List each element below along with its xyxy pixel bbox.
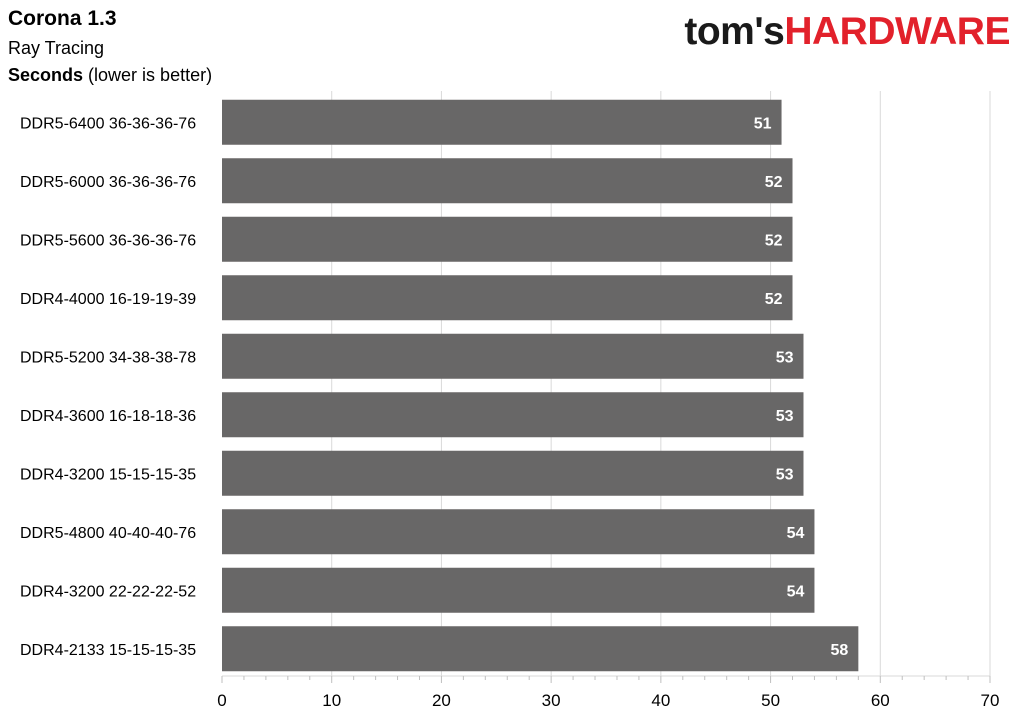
category-label: DDR4-2133 15-15-15-35 xyxy=(20,642,196,659)
brand-logo-part1: tom's xyxy=(684,10,785,53)
chart-subtitle: Ray Tracing xyxy=(8,38,105,58)
bar xyxy=(222,450,804,496)
bar xyxy=(222,99,782,145)
category-label: DDR4-4000 16-19-19-39 xyxy=(20,291,196,308)
category-label: DDR5-5200 34-38-38-78 xyxy=(20,349,196,366)
brand-logo-part2: HARDWARE xyxy=(784,10,1010,53)
bar xyxy=(222,275,793,321)
category-label: DDR5-6000 36-36-36-76 xyxy=(20,174,196,191)
category-label: DDR5-6400 36-36-36-76 xyxy=(20,115,196,132)
category-label: DDR5-5600 36-36-36-76 xyxy=(20,232,196,249)
bar-value-label: 52 xyxy=(765,291,783,308)
category-label: DDR4-3600 16-18-18-36 xyxy=(20,408,196,425)
bar-value-label: 53 xyxy=(776,349,794,366)
bar xyxy=(222,333,804,379)
brand-logo: tom'sHARDWARE xyxy=(684,10,1010,54)
bar-value-label: 54 xyxy=(787,525,805,542)
bar-value-label: 52 xyxy=(765,174,783,191)
x-tick-label: 0 xyxy=(217,691,226,710)
x-tick-label: 30 xyxy=(542,691,561,710)
chart-title: Corona 1.3 xyxy=(8,7,117,30)
chart-metric: Seconds (lower is better) xyxy=(8,64,212,86)
bar xyxy=(222,216,793,262)
metric-unit: Seconds xyxy=(8,65,84,85)
bar xyxy=(222,158,793,204)
bar xyxy=(222,509,815,555)
category-label: DDR4-3200 22-22-22-52 xyxy=(20,583,196,600)
category-label: DDR4-3200 15-15-15-35 xyxy=(20,466,196,483)
bar-value-label: 51 xyxy=(754,115,772,132)
bar xyxy=(222,626,859,672)
metric-note: (lower is better) xyxy=(88,65,213,85)
bar-value-label: 54 xyxy=(787,583,805,600)
bar xyxy=(222,567,815,613)
bar-value-label: 52 xyxy=(765,232,783,249)
x-tick-label: 60 xyxy=(871,691,890,710)
bar-value-label: 58 xyxy=(831,642,849,659)
bar-value-label: 53 xyxy=(776,466,794,483)
x-tick-label: 20 xyxy=(432,691,451,710)
x-tick-label: 50 xyxy=(761,691,780,710)
category-label: DDR5-4800 40-40-40-76 xyxy=(20,525,196,542)
bar-value-label: 53 xyxy=(776,408,794,425)
x-tick-label: 70 xyxy=(981,691,1000,710)
x-tick-label: 40 xyxy=(651,691,670,710)
bar xyxy=(222,392,804,438)
x-tick-label: 10 xyxy=(322,691,341,710)
